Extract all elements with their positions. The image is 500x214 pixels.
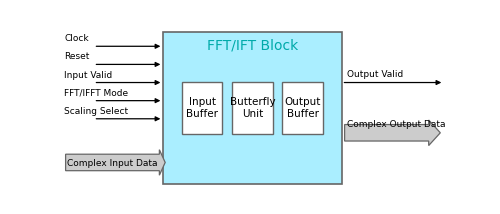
Bar — [182, 82, 222, 134]
Text: Reset: Reset — [64, 52, 90, 61]
Polygon shape — [66, 150, 165, 175]
Bar — [163, 32, 342, 184]
Bar — [282, 82, 323, 134]
Polygon shape — [344, 120, 440, 146]
Bar — [232, 82, 272, 134]
Text: Input Valid: Input Valid — [64, 71, 112, 80]
Text: Complex Input Data: Complex Input Data — [67, 159, 158, 168]
Text: Output
Buffer: Output Buffer — [284, 97, 321, 119]
Text: FFT/IFT Block: FFT/IFT Block — [207, 39, 298, 52]
Text: FFT/IFFT Mode: FFT/IFFT Mode — [64, 89, 128, 98]
Text: Input
Buffer: Input Buffer — [186, 97, 218, 119]
Text: Clock: Clock — [64, 34, 89, 43]
Text: Output Valid: Output Valid — [348, 70, 404, 79]
Text: Complex Output Data: Complex Output Data — [346, 120, 445, 129]
Text: Scaling Select: Scaling Select — [64, 107, 128, 116]
Text: Butterfly
Unit: Butterfly Unit — [230, 97, 275, 119]
